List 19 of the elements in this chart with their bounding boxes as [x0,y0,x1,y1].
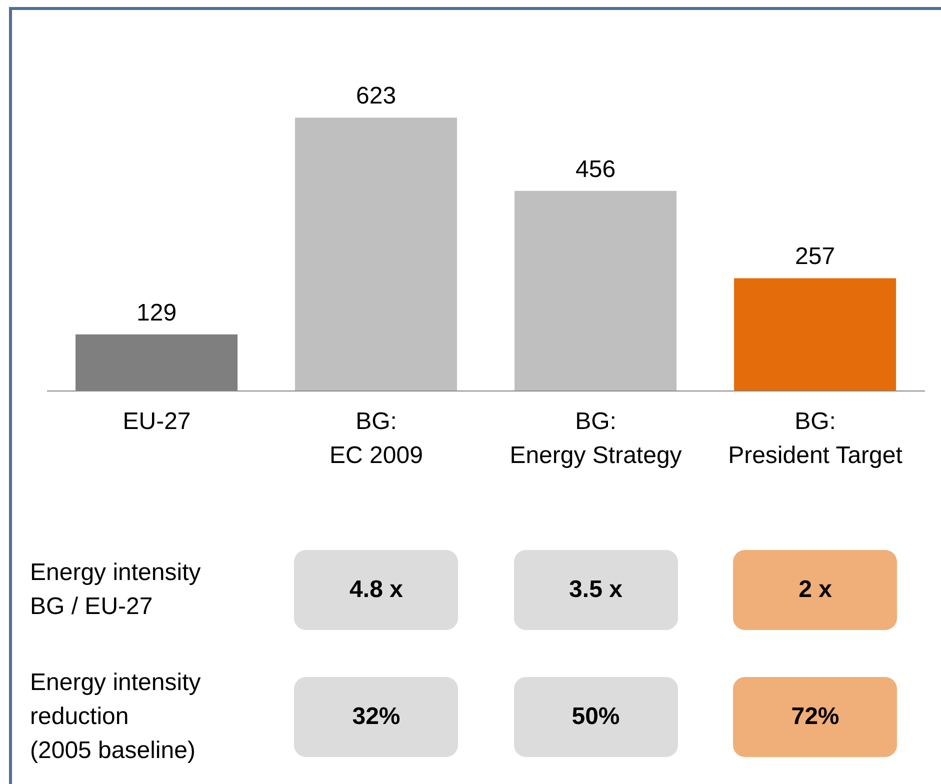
x-tick-label: BG: Energy Strategy [510,408,682,469]
text: 50% [514,677,678,757]
text: 2 x [733,550,898,630]
text: 4.8 x [294,550,458,630]
text: 32% [294,677,458,757]
bar [295,118,458,391]
data-label: 129 [136,299,177,326]
data-label: 257 [795,243,836,270]
text: 72% [733,677,898,757]
text: Energy intensity BG / EU-27 [30,558,201,622]
data-label: 623 [356,82,396,110]
text: 3.5 x [514,550,678,630]
x-tick-label: BG: President Target [728,408,903,469]
x-tick-label: BG: EC 2009 [330,408,423,469]
text: Energy intensity reduction (2005 baseline) [30,668,201,766]
bar [514,190,677,391]
bar [734,278,896,391]
data-label: 456 [576,156,616,183]
x-tick-label: EU-27 [122,408,191,435]
